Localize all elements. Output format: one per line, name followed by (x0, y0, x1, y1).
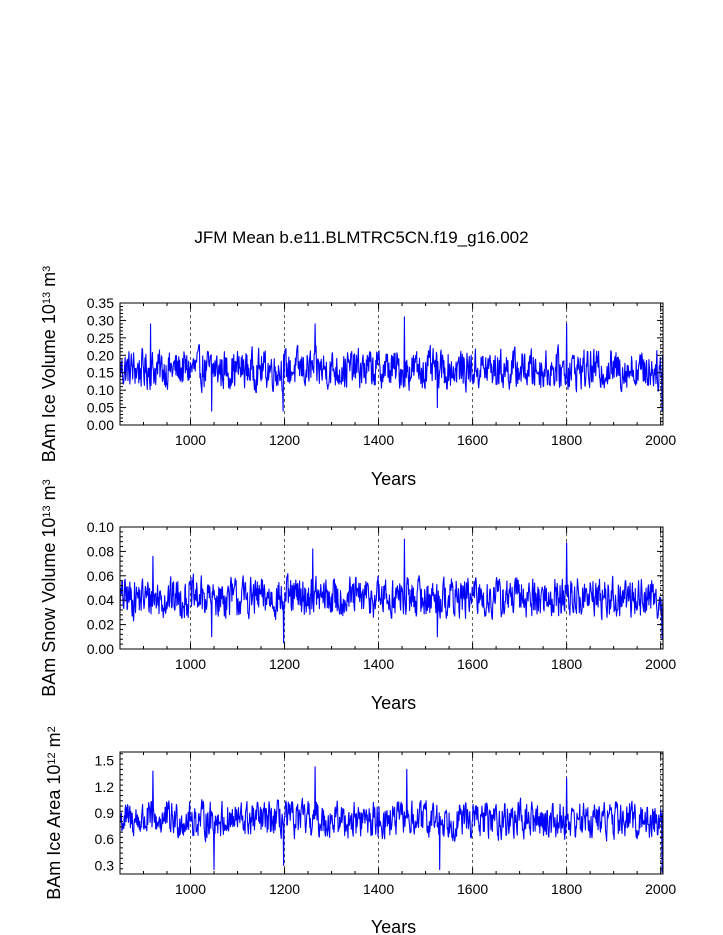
y-axis-label: BAm Ice Volume 1013 m3 (39, 266, 59, 462)
x-tick-label: 1600 (457, 881, 488, 897)
x-tick-label: 1200 (269, 432, 300, 448)
x-axis-label: Years (371, 917, 416, 935)
plot-panel-1: 1000 1200 1400 1600 1800 2000 0.000.05 0.100.15… (39, 266, 676, 489)
x-tick-label: 2000 (645, 432, 676, 448)
x-tick-label: 2000 (645, 881, 676, 897)
x-tick-label: 1000 (175, 432, 206, 448)
y-axis-label-superscript: 3 (41, 266, 53, 272)
series-line (119, 538, 664, 644)
y-tick-label: 1.5 (95, 753, 115, 769)
y-axis-label-part: BAm Snow Volume 10 (39, 518, 59, 697)
y-tick-label: 0.00 (87, 417, 114, 433)
y-axis-label-superscript: 3 (41, 479, 53, 485)
y-axis-label: BAm Snow Volume 1013 m3 (39, 479, 59, 696)
series-line (119, 316, 664, 412)
y-tick-label: 0.04 (87, 592, 114, 608)
y-tick-label: 0.15 (87, 365, 114, 381)
chart-title: JFM Mean b.e11.BLMTRC5CN.f19_g16.002 (194, 228, 529, 247)
x-tick-label: 1600 (457, 656, 488, 672)
y-tick-label: 0.10 (87, 519, 114, 535)
x-tick-label: 1400 (363, 881, 394, 897)
x-tick-label: 1600 (457, 432, 488, 448)
plot-frame (119, 302, 664, 426)
series-line (119, 766, 664, 873)
y-axis-label-part: m (39, 485, 59, 505)
x-axis-label: Years (371, 469, 416, 489)
y-tick-label: 0.20 (87, 347, 114, 363)
y-axis-label-superscript: 12 (46, 752, 58, 764)
x-tick-label: 1800 (551, 656, 582, 672)
y-tick-label: 0.05 (87, 400, 114, 416)
y-tick-label: 0.25 (87, 330, 114, 346)
y-tick-label: 1.2 (95, 779, 115, 795)
x-tick-label: 2000 (645, 656, 676, 672)
y-axis-label-part: BAm Ice Area 10 (44, 765, 64, 900)
x-axis-label: Years (371, 693, 416, 713)
plot-panel-2: 1000 1200 1400 1600 1800 2000 0.00 0.02 0.04 0.06… (39, 479, 676, 713)
y-tick-label: 0.9 (95, 805, 115, 821)
y-axis-label-part: m (44, 732, 64, 752)
y-axis-label: BAm Ice Area 1012 m2 (44, 726, 64, 899)
y-axis-label-superscript: 13 (41, 292, 53, 304)
y-tick-label: 0.30 (87, 312, 114, 328)
x-tick-label: 1800 (551, 881, 582, 897)
x-tick-label: 1000 (175, 881, 206, 897)
y-tick-label: 0.08 (87, 543, 114, 559)
plot-frame (119, 751, 664, 875)
x-tick-label: 1400 (363, 656, 394, 672)
x-tick-label: 1000 (175, 656, 206, 672)
y-axis-label-part: BAm Ice Volume 10 (39, 304, 59, 462)
x-tick-label: 1400 (363, 432, 394, 448)
x-tick-label: 1200 (269, 881, 300, 897)
y-tick-label: 0.02 (87, 617, 114, 633)
x-tick-label: 1200 (269, 656, 300, 672)
y-tick-label: 0.06 (87, 568, 114, 584)
y-tick-label: 0.3 (95, 857, 115, 873)
y-axis-label-part: m (39, 272, 59, 292)
plot-panel-3: 1000 1200 1400 1600 1800 2000 0.3 0.6 0.9 1.2 1.5 Y… (44, 726, 676, 935)
y-tick-label: 0.00 (87, 641, 114, 657)
y-axis-label-superscript: 2 (46, 726, 58, 732)
plot-frame (119, 526, 664, 650)
y-tick-label: 0.35 (87, 295, 114, 311)
y-tick-label: 0.10 (87, 382, 114, 398)
y-tick-label: 0.6 (95, 831, 115, 847)
x-tick-label: 1800 (551, 432, 582, 448)
y-axis-label-superscript: 13 (41, 505, 53, 517)
